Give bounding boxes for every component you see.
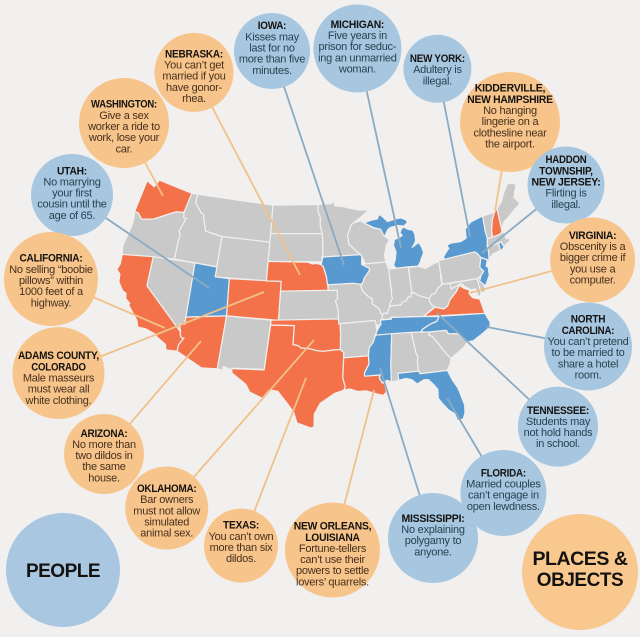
svg-text:dildos.: dildos.	[226, 553, 256, 565]
svg-text:cousin until the: cousin until the	[37, 199, 107, 211]
svg-text:polygamy to: polygamy to	[405, 535, 462, 547]
svg-text:bigger crime if: bigger crime if	[560, 252, 627, 264]
svg-text:can’t use their: can’t use their	[300, 554, 365, 566]
svg-text:NEW YORK:: NEW YORK:	[410, 53, 465, 65]
svg-text:more than six: more than six	[210, 542, 274, 554]
svg-text:COLORADO: COLORADO	[31, 361, 86, 373]
svg-text:MISSISSIPPI:: MISSISSIPPI:	[402, 513, 465, 525]
svg-text:Five years in: Five years in	[328, 30, 387, 42]
svg-text:No hanging: No hanging	[483, 105, 537, 117]
svg-text:WASHINGTON:: WASHINGTON:	[91, 99, 157, 111]
svg-text:prison for seduc-: prison for seduc-	[319, 41, 397, 53]
svg-text:two dildos in: two dildos in	[75, 450, 132, 462]
svg-text:share a hotel: share a hotel	[558, 358, 618, 370]
svg-text:woman.: woman.	[338, 63, 376, 75]
svg-text:TEXAS:: TEXAS:	[223, 520, 259, 532]
svg-text:you use a: you use a	[570, 263, 617, 275]
svg-text:LOUISIANA: LOUISIANA	[305, 532, 360, 544]
svg-text:can’t engage in: can’t engage in	[468, 490, 539, 502]
svg-text:1000 feet of a: 1000 feet of a	[19, 286, 84, 298]
svg-text:room.: room.	[575, 370, 602, 382]
svg-text:clothesline near: clothesline near	[473, 127, 547, 139]
svg-text:car.: car.	[116, 143, 133, 155]
svg-text:TOWNSHIP,: TOWNSHIP,	[539, 165, 593, 177]
svg-text:No explaining: No explaining	[401, 524, 465, 536]
svg-text:anyone.: anyone.	[414, 546, 452, 558]
svg-text:illegal.: illegal.	[423, 75, 452, 87]
svg-text:PLACES &: PLACES &	[533, 549, 629, 570]
svg-text:OBJECTS: OBJECTS	[537, 570, 624, 591]
svg-text:not hold hands: not hold hands	[524, 427, 593, 439]
svg-text:have gonor-: have gonor-	[166, 82, 223, 94]
svg-text:Kisses may: Kisses may	[245, 31, 299, 43]
svg-text:CAROLINA:: CAROLINA:	[562, 325, 615, 337]
svg-text:NEBRASKA:: NEBRASKA:	[165, 48, 223, 60]
svg-text:No marrying: No marrying	[43, 176, 100, 188]
svg-text:Adultery is: Adultery is	[413, 64, 462, 76]
svg-text:You can’t get: You can’t get	[164, 60, 224, 72]
svg-text:married if you: married if you	[162, 71, 225, 83]
svg-text:Fortune-tellers: Fortune-tellers	[299, 543, 367, 555]
svg-text:You can’t own: You can’t own	[209, 531, 274, 543]
svg-text:must not allow: must not allow	[133, 505, 200, 517]
svg-text:Obscenity is a: Obscenity is a	[560, 241, 627, 253]
svg-text:work, lose your: work, lose your	[88, 132, 160, 144]
svg-text:TENNESSEE:: TENNESSEE:	[527, 405, 589, 417]
svg-text:Bar owners: Bar owners	[140, 494, 194, 506]
svg-text:age of 65.: age of 65.	[49, 210, 96, 222]
svg-text:house.: house.	[88, 472, 120, 484]
svg-text:pillows” within: pillows” within	[19, 275, 83, 287]
svg-text:MICHIGAN:: MICHIGAN:	[331, 19, 385, 31]
svg-text:OKLAHOMA:: OKLAHOMA:	[137, 483, 197, 495]
svg-text:ADAMS COUNTY,: ADAMS COUNTY,	[18, 350, 99, 362]
svg-text:ARIZONA:: ARIZONA:	[81, 428, 128, 440]
svg-text:IOWA:: IOWA:	[258, 20, 287, 32]
svg-text:PEOPLE: PEOPLE	[26, 561, 100, 582]
svg-text:No selling “boobie: No selling “boobie	[9, 264, 93, 276]
svg-text:must wear all: must wear all	[28, 384, 90, 396]
svg-text:highway.: highway.	[31, 297, 72, 309]
svg-text:ing an unmarried: ing an unmarried	[318, 52, 397, 64]
svg-text:HADDON: HADDON	[546, 154, 587, 166]
svg-text:simulated: simulated	[144, 517, 189, 529]
svg-text:worker a ride to: worker a ride to	[87, 121, 160, 133]
svg-text:VIRGINIA:: VIRGINIA:	[569, 230, 617, 242]
svg-text:NEW ORLEANS,: NEW ORLEANS,	[294, 521, 372, 533]
svg-text:Male masseurs: Male masseurs	[23, 373, 95, 385]
svg-text:animal sex.: animal sex.	[140, 528, 193, 540]
svg-text:Flirting is: Flirting is	[545, 188, 587, 200]
svg-text:You can’t pretend: You can’t pretend	[548, 336, 629, 348]
svg-text:NORTH: NORTH	[571, 314, 606, 326]
svg-text:Students may: Students may	[526, 416, 591, 428]
svg-text:NEW JERSEY:: NEW JERSEY:	[532, 177, 601, 189]
svg-text:illegal.: illegal.	[551, 199, 580, 211]
svg-text:minutes.: minutes.	[252, 65, 292, 77]
svg-text:open lewdness.: open lewdness.	[467, 501, 540, 513]
svg-text:CALIFORNIA:: CALIFORNIA:	[20, 253, 83, 265]
svg-text:last for no: last for no	[249, 43, 295, 55]
svg-text:to be married to: to be married to	[551, 347, 624, 359]
svg-text:lingerie on a: lingerie on a	[482, 116, 540, 128]
svg-text:white clothing.: white clothing.	[25, 395, 92, 407]
svg-text:UTAH:: UTAH:	[57, 165, 87, 177]
svg-text:Married couples: Married couples	[466, 478, 541, 490]
svg-text:rhea.: rhea.	[182, 93, 206, 105]
svg-text:more than five: more than five	[239, 54, 305, 66]
svg-text:the same: the same	[82, 461, 125, 473]
svg-text:computer.: computer.	[570, 275, 616, 287]
svg-text:in school.: in school.	[536, 438, 580, 450]
svg-text:powers to settle: powers to settle	[296, 565, 369, 577]
svg-text:No more than: No more than	[72, 439, 136, 451]
svg-text:your first: your first	[52, 188, 92, 200]
svg-text:the airport.: the airport.	[485, 138, 535, 150]
svg-text:KIDDERVILLE,: KIDDERVILLE,	[475, 83, 546, 95]
svg-text:lovers’ quarrels.: lovers’ quarrels.	[296, 576, 369, 588]
svg-text:Give a sex: Give a sex	[99, 110, 149, 122]
svg-text:FLORIDA:: FLORIDA:	[481, 467, 526, 479]
svg-text:NEW HAMPSHIRE: NEW HAMPSHIRE	[467, 94, 553, 106]
